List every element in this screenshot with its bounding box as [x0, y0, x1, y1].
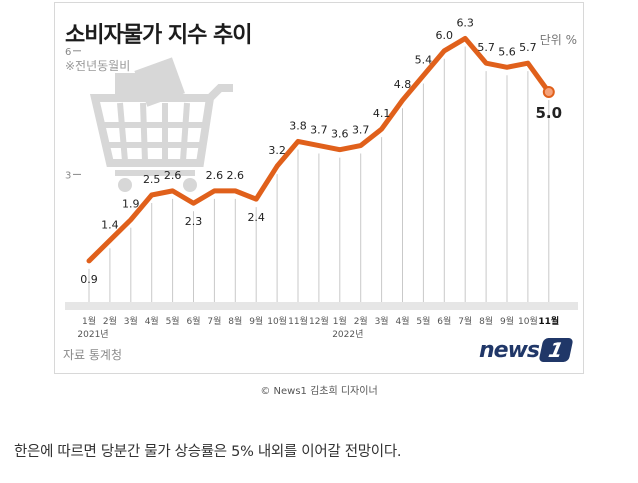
data-label: 2.4 [247, 211, 265, 224]
x-tick-label: 6월 [186, 315, 200, 327]
data-label: 1.9 [122, 198, 140, 211]
x-tick-label: 5월 [166, 315, 180, 327]
chart-figure: 3 6 1월 2월 3월 4월 5월 6월 7월 8월 9월 10월 11월 12월 1월 2월 3월 4월 5월 6… [54, 2, 584, 374]
data-label: 3.2 [268, 144, 286, 157]
data-label: 4.1 [373, 107, 391, 120]
data-label: 0.9 [80, 273, 98, 286]
x-tick-label: 1월 [333, 315, 347, 327]
logo-text: news [478, 337, 540, 363]
y-tick-label: 3 [65, 170, 71, 181]
x-tick-label: 11월 [288, 315, 308, 327]
shopping-cart-icon [89, 57, 233, 192]
x-tick-label: 6월 [437, 315, 451, 327]
data-label: 6.0 [436, 29, 454, 42]
x-tick-label: 1월 [82, 315, 96, 327]
x-tick-label: 10월 [267, 315, 287, 327]
data-label: 4.8 [394, 78, 412, 91]
x-tick-label: 7월 [207, 315, 221, 327]
data-label: 3.7 [310, 124, 328, 137]
news1-logo: news 1 [478, 335, 574, 365]
data-label: 2.6 [164, 169, 182, 182]
x-tick-label: 9월 [249, 315, 263, 327]
x-tick-label: 8월 [479, 315, 493, 327]
data-label: 2.5 [143, 173, 161, 186]
x-tick-label: 7월 [458, 315, 472, 327]
x-tick-label: 10월 [518, 315, 538, 327]
data-label: 3.6 [331, 128, 349, 141]
article-page: 3 6 1월 2월 3월 4월 5월 6월 7월 8월 9월 10월 11월 12월 1월 2월 3월 4월 5월 6… [14, 0, 624, 470]
x-tick-label: 3월 [375, 315, 389, 327]
last-point-marker [542, 86, 555, 98]
data-label: 3.8 [289, 119, 307, 132]
data-label: 6.3 [456, 16, 474, 29]
data-label: 3.7 [352, 124, 370, 137]
data-label: 2.6 [206, 169, 224, 182]
x-tick-label: 8월 [228, 315, 242, 327]
chart-title: 소비자물가 지수 추이 [65, 23, 252, 48]
x-tick-label: 9월 [500, 315, 514, 327]
year-label: 2022년 [332, 329, 363, 340]
data-label: 5.4 [415, 54, 433, 67]
source-label: 자료 통계청 [63, 348, 123, 362]
x-tick-label: 11월 [538, 315, 559, 327]
data-label: 5.7 [519, 41, 537, 54]
x-tick-label: 4월 [145, 315, 159, 327]
unit-label: 단위 % [539, 33, 577, 47]
image-caption: © News1 김초희 디자이너 [260, 386, 378, 397]
data-label: 5.7 [477, 41, 495, 54]
x-tick-label: 12월 [309, 315, 329, 327]
data-label: 5.0 [536, 104, 563, 122]
data-label: 2.6 [227, 169, 245, 182]
data-label: 2.3 [185, 215, 203, 228]
x-tick-label: 4월 [395, 315, 409, 327]
logo-badge: 1 [538, 338, 574, 362]
series-line [86, 35, 552, 264]
x-axis-band [65, 302, 578, 310]
year-label: 2021년 [77, 329, 108, 340]
x-tick-label: 2월 [103, 315, 117, 327]
chart-subtitle: ※전년동월비 [65, 59, 131, 73]
data-label: 1.4 [101, 218, 119, 231]
x-tick-label: 5월 [416, 315, 430, 327]
article-paragraph: 한은에 따르면 당분간 물가 상승률은 5% 내외를 이어갈 전망이다. [14, 444, 402, 460]
x-tick-label: 2월 [354, 315, 368, 327]
data-label: 5.6 [498, 45, 516, 58]
x-tick-label: 3월 [124, 315, 138, 327]
y-tick-label: 6 [65, 47, 71, 58]
